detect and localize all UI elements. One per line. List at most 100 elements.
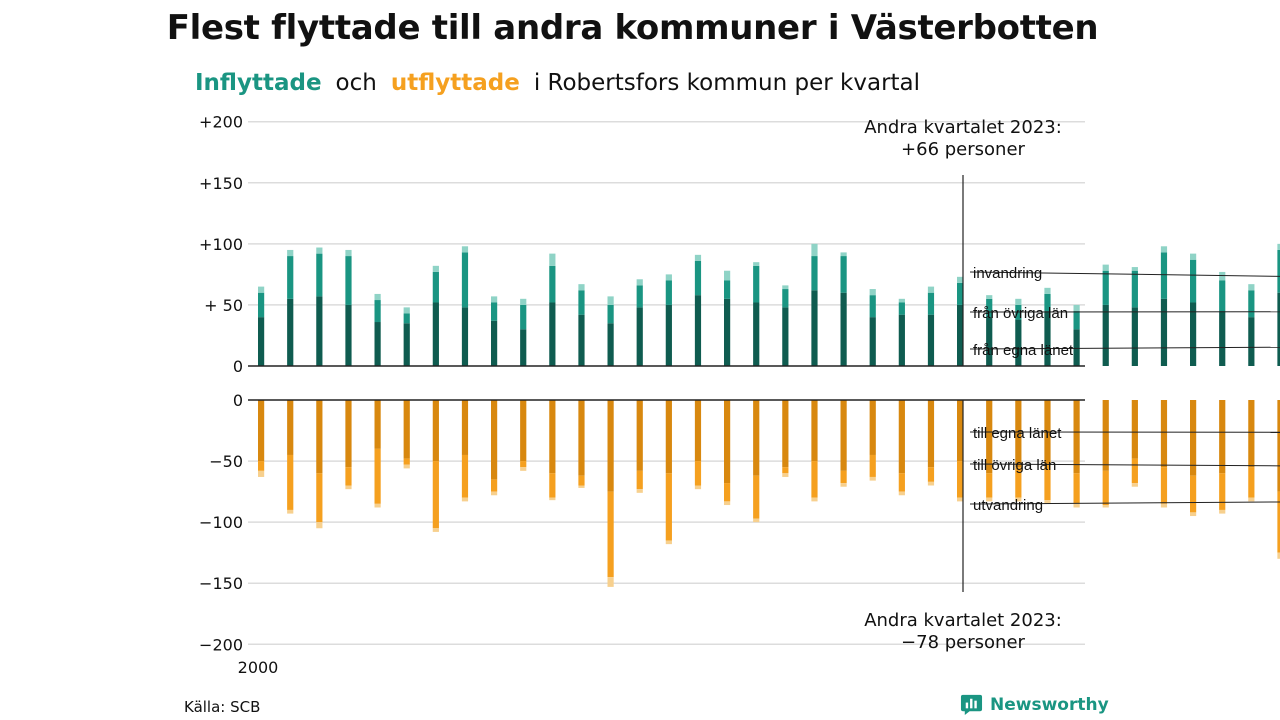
inflow-bar-segment [665, 304, 672, 366]
series-label: utvandring [973, 497, 1043, 514]
inflow-bar-segment [578, 290, 585, 315]
inflow-bar-segment [1248, 284, 1255, 291]
inflow-bar-segment [1190, 259, 1197, 303]
outflow-bar-segment [1277, 552, 1280, 559]
inflow-bar-segment [1277, 249, 1280, 293]
inflow-bar-segment [287, 298, 294, 366]
inflow-bar-segment [1277, 243, 1280, 250]
outflow-bar-segment [1044, 463, 1051, 501]
outflow-bar-segment [1073, 400, 1080, 474]
outflow-bar-segment [607, 491, 614, 578]
baselines [248, 365, 1085, 401]
brand-logo: Newsworthy [960, 693, 1109, 716]
bars [258, 243, 1280, 587]
inflow-bar-segment [694, 254, 702, 261]
outflow-bar-segment [316, 400, 323, 474]
y-tick-label: −100 [199, 513, 243, 532]
outflow-bar-segment [607, 400, 614, 492]
inflow-bar-segment [1044, 311, 1051, 366]
outflow-bar-segment [578, 475, 585, 486]
outflow-bar-segment [1190, 400, 1197, 476]
outflow-bar-segment [374, 448, 381, 504]
outflow-bar-segment [636, 470, 643, 490]
inflow-bar-segment [1131, 270, 1138, 308]
outflow-bar-segment [986, 400, 993, 474]
inflow-bar-segment [665, 280, 672, 305]
inflow-bar-segment [782, 285, 789, 290]
outflow-bar-segment [665, 540, 672, 545]
inflow-bar-segment [694, 295, 702, 366]
inflow-bar-segment [258, 286, 265, 293]
inflow-bar-segment [869, 317, 876, 366]
inflow-bar-segment [1219, 271, 1226, 281]
outflow-bar-segment [1160, 503, 1168, 508]
chart-subtitle: Inflyttade och utflyttade i Robertsfors kom… [195, 70, 920, 96]
inflow-bar-segment [1160, 252, 1168, 299]
source-note: Källa: SCB [184, 698, 261, 716]
outflow-bar-segment [1219, 509, 1226, 514]
outflow-bar-segment [461, 400, 469, 455]
outflow-bar-segment [1044, 500, 1051, 504]
y-tick-label: 0 [233, 357, 243, 376]
outflow-bar-segment [287, 454, 294, 510]
outflow-bar-segment [258, 400, 265, 462]
inflow-bar-segment [869, 295, 876, 318]
inflow-bar-segment [665, 274, 672, 281]
inflow-bar-segment [1190, 253, 1197, 260]
outflow-bar-segment [753, 518, 760, 523]
outflow-bar-segment [840, 400, 847, 471]
outflow-bar-segment [345, 400, 352, 468]
brand-name: Newsworthy [990, 694, 1109, 715]
inflow-bar-segment [724, 280, 731, 299]
outflow-bar-segment [665, 400, 672, 474]
inflow-bar-segment [986, 295, 993, 299]
series-label: till egna länet [973, 425, 1062, 442]
outflow-bar-segment [258, 470, 265, 477]
outflow-bar-segment [1073, 503, 1080, 508]
outflow-bar-segment [782, 473, 789, 477]
y-tick-label: −200 [199, 635, 243, 654]
inflow-bar-segment [374, 322, 381, 366]
inflow-bar-segment [1102, 264, 1109, 271]
inflow-bar-segment [1073, 304, 1080, 312]
inflow-bar-segment [927, 286, 935, 293]
inflow-bar-segment [1190, 302, 1197, 366]
outflow-bar-segment [724, 483, 731, 502]
outflow-bar-segment [520, 461, 527, 468]
inflow-bar-segment [1102, 304, 1109, 366]
inflow-bar-segment [1044, 293, 1051, 312]
inflow-bar-segment [520, 298, 527, 305]
subtitle-inflyttade: Inflyttade [195, 70, 322, 96]
outflow-bar-segment [957, 461, 964, 498]
y-tick-label: +150 [199, 174, 243, 193]
annotation-top-line1: Andra kvartalet 2023: [864, 117, 1062, 138]
outflow-bar-segment [1248, 400, 1255, 468]
inflow-bar-segment [432, 302, 439, 366]
inflow-bar-segment [753, 302, 760, 366]
outflow-bar-segment [607, 577, 614, 587]
outflow-bar-segment [316, 522, 323, 529]
inflow-bar-segment [374, 300, 381, 323]
inflow-bar-segment [287, 256, 294, 299]
inflow-bar-segment [957, 304, 964, 366]
inflow-bar-segment [461, 246, 469, 253]
outflow-bar-segment [840, 470, 847, 484]
outflow-bar-segment [491, 479, 498, 492]
inflow-bar-segment [258, 292, 265, 318]
inflow-bar-segment [1219, 280, 1226, 312]
inflow-bar-segment [1131, 267, 1138, 271]
inflow-bar-segment [1160, 298, 1168, 366]
inflow-bar-segment [549, 265, 556, 303]
outflow-bar-segment [927, 467, 935, 482]
outflow-bar-segment [1131, 458, 1138, 484]
subtitle-och: och [335, 70, 377, 96]
inflow-bar-segment [1219, 311, 1226, 366]
inflow-bar-segment [957, 282, 964, 305]
outflow-bar-segment [1248, 497, 1255, 502]
subtitle-rest: i Robertsfors kommun per kvartal [533, 70, 921, 96]
outflow-bar-segment [694, 400, 702, 462]
outflow-bar-segment [927, 400, 935, 468]
inflow-bar-segment [724, 270, 731, 281]
